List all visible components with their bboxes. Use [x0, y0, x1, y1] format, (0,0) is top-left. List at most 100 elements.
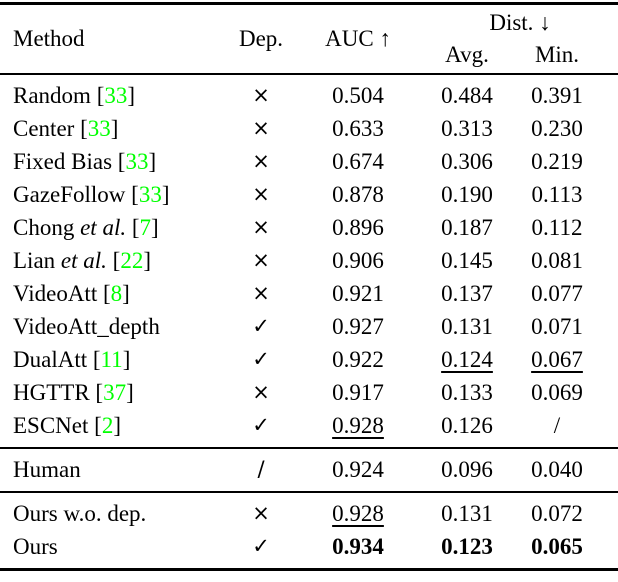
method-cell: DualAtt [11]: [0, 343, 228, 376]
avg-dist-value: 0.145: [441, 248, 493, 273]
avg-dist-value: 0.306: [441, 149, 493, 174]
method-cell: Human: [0, 448, 228, 492]
min-dist-value: 0.113: [531, 182, 583, 207]
method-citation: [33]: [90, 83, 136, 108]
dep-cell: ×: [252, 501, 270, 525]
method-name: HGTTR: [13, 380, 90, 405]
citation-number: 7: [139, 215, 152, 240]
auc-value: 0.934: [332, 534, 384, 559]
method-citation: [33]: [112, 149, 157, 174]
header-dep: Dep.: [238, 26, 284, 51]
method-name: Ours: [13, 534, 58, 559]
min-dist-value: /: [553, 413, 561, 438]
min-dist-value: 0.071: [531, 314, 583, 339]
header-method: Method: [13, 26, 85, 51]
method-cell: Fixed Bias [33]: [0, 145, 228, 178]
dep-cell: ✓: [252, 347, 270, 371]
auc-value: 0.922: [332, 347, 384, 372]
header-dist-min: Min.: [534, 42, 580, 67]
min-dist-value: 0.072: [531, 501, 583, 526]
header-auc: AUC ↑: [325, 26, 391, 51]
results-table: Method Dep. AUC ↑ Dist. ↓ Avg. Min. Rand…: [0, 2, 618, 571]
method-cell: GazeFollow [33]: [0, 178, 228, 211]
dep-cell: ×: [252, 215, 270, 239]
table-row: Fixed Bias [33] × 0.674 0.306 0.219: [0, 145, 618, 178]
method-cell: Random [33]: [0, 74, 228, 112]
citation-number: 11: [100, 347, 123, 372]
auc-value: 0.896: [332, 215, 384, 240]
table-row: DualAtt [11] ✓ 0.922 0.124 0.067: [0, 343, 618, 376]
avg-dist-value: 0.190: [441, 182, 493, 207]
avg-dist-value: 0.126: [441, 413, 493, 438]
auc-value: 0.928: [332, 501, 384, 526]
avg-dist-value: 0.187: [441, 215, 493, 240]
citation-number: 33: [104, 83, 128, 108]
citation-number: 33: [138, 182, 162, 207]
dep-cell: ×: [252, 281, 270, 305]
min-dist-value: 0.040: [531, 457, 583, 482]
method-name: DualAtt: [13, 347, 88, 372]
method-cell: Ours: [0, 530, 228, 570]
auc-value: 0.633: [332, 116, 384, 141]
avg-dist-value: 0.131: [441, 501, 493, 526]
table-row: Chong et al. [7] × 0.896 0.187 0.112: [0, 211, 618, 244]
method-name: Fixed Bias: [13, 149, 113, 174]
method-citation: [33]: [125, 182, 170, 207]
min-dist-value: 0.391: [531, 83, 583, 108]
method-name: Center: [13, 116, 75, 141]
auc-value: 0.504: [332, 83, 384, 108]
dep-cell: ✓: [252, 534, 270, 558]
table-row: HGTTR [37] × 0.917 0.133 0.069: [0, 376, 618, 409]
avg-dist-value: 0.484: [441, 83, 493, 108]
method-name: Human: [13, 457, 81, 482]
dep-cell: ×: [252, 149, 270, 173]
method-name: Random: [13, 83, 91, 108]
table-row: Ours w.o. dep. × 0.928 0.131 0.072: [0, 492, 618, 530]
citation-number: 33: [87, 116, 111, 141]
dep-cell: ×: [252, 182, 270, 206]
method-cell: VideoAtt_depth: [0, 310, 228, 343]
table-row: GazeFollow [33] × 0.878 0.190 0.113: [0, 178, 618, 211]
citation-number: 2: [101, 413, 114, 438]
avg-dist-value: 0.131: [441, 314, 493, 339]
auc-value: 0.927: [332, 314, 384, 339]
header-dist-avg: Avg.: [445, 42, 489, 67]
header-dist: Dist. ↓: [489, 10, 551, 35]
auc-value: 0.917: [332, 380, 384, 405]
method-etal: et al.: [74, 215, 127, 240]
method-name: Ours w.o. dep.: [13, 501, 147, 526]
method-cell: Ours w.o. dep.: [0, 492, 228, 530]
citation-number: 22: [120, 248, 144, 273]
section-human: Human / 0.924 0.096 0.040: [0, 448, 618, 492]
min-dist-value: 0.065: [531, 534, 583, 559]
method-name: ESCNet: [13, 413, 89, 438]
avg-dist-value: 0.137: [441, 281, 493, 306]
avg-dist-value: 0.133: [441, 380, 493, 405]
method-cell: Chong et al. [7]: [0, 211, 228, 244]
auc-value: 0.921: [332, 281, 384, 306]
min-dist-value: 0.112: [531, 215, 583, 240]
auc-value: 0.906: [332, 248, 384, 273]
auc-value: 0.928: [332, 413, 384, 438]
dep-cell: ×: [252, 248, 270, 272]
citation-number: 8: [110, 281, 123, 306]
avg-dist-value: 0.123: [441, 534, 493, 559]
table-header: Method Dep. AUC ↑ Dist. ↓ Avg. Min.: [0, 4, 618, 74]
avg-dist-value: 0.313: [441, 116, 493, 141]
method-name: GazeFollow: [13, 182, 126, 207]
table-row: Human / 0.924 0.096 0.040: [0, 448, 618, 492]
dep-cell: ×: [252, 83, 270, 107]
min-dist-value: 0.081: [531, 248, 583, 273]
table-row: Center [33] × 0.633 0.313 0.230: [0, 112, 618, 145]
method-citation: [11]: [87, 347, 131, 372]
auc-value: 0.924: [332, 457, 384, 482]
section-baselines: Random [33] × 0.504 0.484 0.391 Center […: [0, 74, 618, 448]
method-citation: [8]: [97, 281, 130, 306]
method-citation: [2]: [88, 413, 121, 438]
table-row: Lian et al. [22] × 0.906 0.145 0.081: [0, 244, 618, 277]
avg-dist-value: 0.096: [441, 457, 493, 482]
table-row: Ours ✓ 0.934 0.123 0.065: [0, 530, 618, 570]
section-ours: Ours w.o. dep. × 0.928 0.131 0.072 Ours …: [0, 492, 618, 570]
method-cell: Lian et al. [22]: [0, 244, 228, 277]
table-row: Random [33] × 0.504 0.484 0.391: [0, 74, 618, 112]
